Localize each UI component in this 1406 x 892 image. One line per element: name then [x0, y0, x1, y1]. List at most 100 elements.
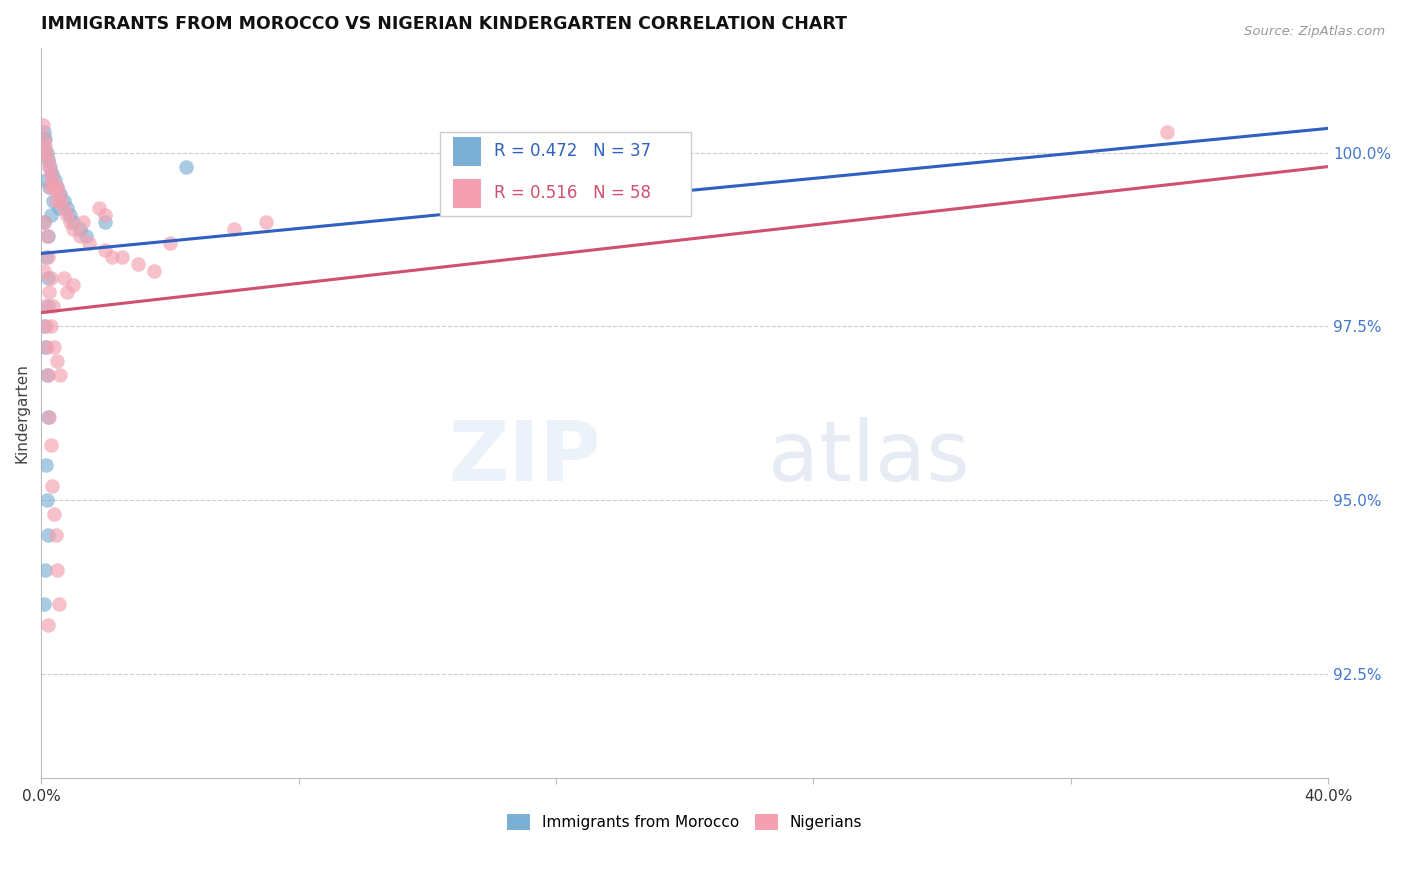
Point	[34, 138, 56, 153]
Point	[39, 437, 62, 451]
Bar	[453, 178, 481, 208]
Point	[254, 215, 277, 229]
Point	[32, 125, 55, 139]
Point	[59, 215, 82, 229]
Point	[62, 277, 84, 292]
Point	[42, 299, 65, 313]
Point	[41, 167, 63, 181]
Point	[37, 229, 59, 244]
Point	[127, 257, 149, 271]
Point	[34, 264, 56, 278]
Point	[37, 299, 59, 313]
Point	[31, 118, 53, 132]
Legend: Immigrants from Morocco, Nigerians: Immigrants from Morocco, Nigerians	[501, 808, 869, 837]
Point	[32, 132, 55, 146]
Point	[49, 368, 72, 383]
Point	[42, 180, 65, 194]
Point	[62, 222, 84, 236]
Bar	[453, 136, 481, 166]
Point	[45, 194, 67, 209]
Text: atlas: atlas	[768, 417, 970, 498]
Point	[42, 507, 65, 521]
Point	[44, 173, 66, 187]
Text: IMMIGRANTS FROM MOROCCO VS NIGERIAN KINDERGARTEN CORRELATION CHART: IMMIGRANTS FROM MOROCCO VS NIGERIAN KIND…	[41, 15, 846, 33]
Point	[34, 215, 56, 229]
Point	[35, 250, 58, 264]
Point	[46, 354, 69, 368]
Point	[94, 243, 117, 257]
Point	[35, 229, 58, 244]
Point	[52, 270, 75, 285]
Point	[41, 173, 63, 187]
Point	[1156, 125, 1178, 139]
Point	[37, 153, 59, 167]
Point	[37, 528, 59, 542]
Point	[39, 180, 62, 194]
Point	[34, 299, 56, 313]
Text: R = 0.472   N = 37: R = 0.472 N = 37	[494, 142, 651, 160]
Point	[48, 598, 70, 612]
Point	[42, 194, 65, 209]
Point	[52, 202, 75, 216]
Point	[37, 250, 59, 264]
Point	[62, 215, 84, 229]
Point	[79, 235, 101, 250]
Point	[41, 479, 63, 493]
Point	[37, 409, 59, 424]
Point	[35, 458, 58, 473]
Text: ZIP: ZIP	[449, 417, 600, 498]
Point	[49, 194, 72, 209]
Point	[35, 319, 58, 334]
Point	[37, 270, 59, 285]
Point	[224, 222, 246, 236]
Point	[69, 222, 91, 236]
Point	[48, 202, 70, 216]
Point	[34, 340, 56, 354]
Point	[94, 215, 117, 229]
Point	[37, 618, 59, 632]
Point	[49, 187, 72, 202]
Point	[34, 319, 56, 334]
Point	[174, 160, 197, 174]
Point	[34, 215, 56, 229]
Text: Source: ZipAtlas.com: Source: ZipAtlas.com	[1244, 25, 1385, 38]
Point	[46, 563, 69, 577]
Point	[56, 202, 79, 216]
Point	[34, 598, 56, 612]
Point	[39, 208, 62, 222]
Point	[38, 285, 60, 299]
Point	[37, 368, 59, 383]
Point	[46, 180, 69, 194]
Point	[75, 229, 97, 244]
Point	[39, 160, 62, 174]
Point	[52, 194, 75, 209]
Point	[39, 167, 62, 181]
Point	[35, 368, 58, 383]
Point	[35, 145, 58, 160]
Point	[35, 493, 58, 508]
Point	[35, 340, 58, 354]
Point	[31, 138, 53, 153]
Point	[142, 264, 165, 278]
Point	[37, 153, 59, 167]
Point	[94, 208, 117, 222]
Point	[39, 319, 62, 334]
Point	[34, 563, 56, 577]
Point	[48, 187, 70, 202]
Text: R = 0.516   N = 58: R = 0.516 N = 58	[494, 184, 651, 202]
Point	[39, 270, 62, 285]
Point	[34, 132, 56, 146]
Point	[101, 250, 124, 264]
Point	[35, 145, 58, 160]
FancyBboxPatch shape	[440, 132, 692, 216]
Point	[87, 202, 110, 216]
Point	[38, 180, 60, 194]
Point	[56, 285, 79, 299]
Point	[72, 215, 94, 229]
Point	[38, 409, 60, 424]
Point	[110, 250, 132, 264]
Point	[56, 208, 79, 222]
Point	[45, 528, 67, 542]
Point	[35, 173, 58, 187]
Y-axis label: Kindergarten: Kindergarten	[15, 363, 30, 463]
